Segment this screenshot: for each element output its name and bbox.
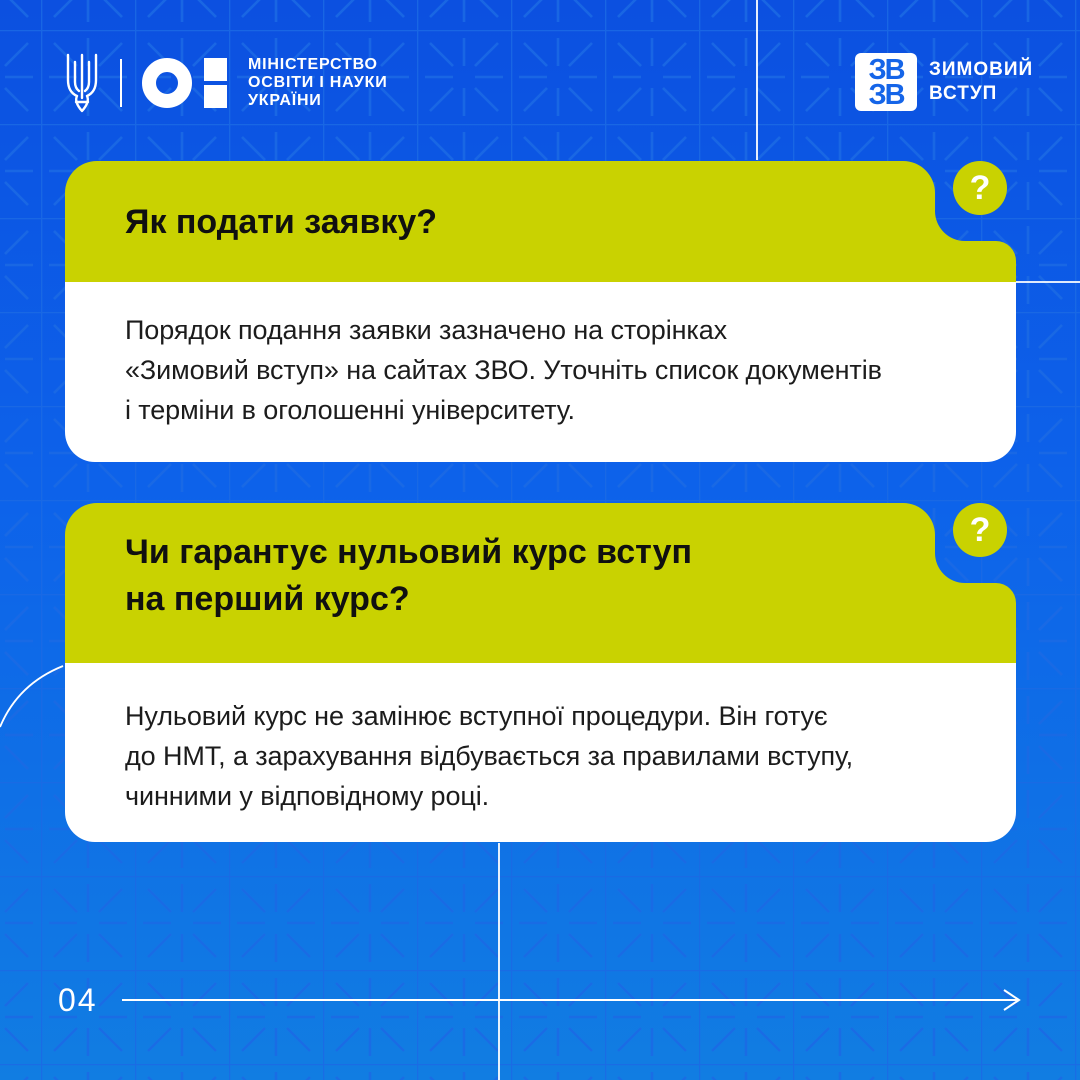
question-mark-badge: ? [953, 503, 1007, 557]
page-number: 04 [58, 982, 98, 1018]
svg-text:ЗВ: ЗВ [868, 54, 904, 86]
winter-admission-name: ЗИМОВИЙ ВСТУП [929, 58, 1033, 106]
ministry-name-line: МІНІСТЕРСТВО [248, 56, 378, 73]
mon-logomark-circle [142, 58, 192, 108]
faq-card: Як подати заявку? ? Порядок подання заяв… [65, 161, 1016, 462]
question-title: Як подати заявку? [125, 203, 438, 241]
question-mark-badge: ? [953, 161, 1007, 215]
answer-panel: Нульовий курс не замінює вступної процед… [65, 663, 1016, 842]
answer-panel: Порядок подання заявки зазначено на стор… [65, 282, 1016, 462]
trident-icon [66, 53, 98, 113]
winter-admission-line: ВСТУП [929, 83, 998, 104]
question-title: Чи гарантує нульовий курс вступ на перши… [125, 533, 693, 618]
ministry-name-line: ОСВІТИ І НАУКИ [248, 74, 388, 91]
ministry-name: МІНІСТЕРСТВО ОСВІТИ І НАУКИ УКРАЇНИ [248, 56, 388, 110]
ministry-logo: МІНІСТЕРСТВО ОСВІТИ І НАУКИ УКРАЇНИ [63, 52, 388, 114]
answer-text: Нульовий курс не замінює вступної процед… [125, 701, 854, 811]
winter-admission-logo: ЗВ ЗВ ЗИМОВИЙ ВСТУП [855, 53, 1033, 111]
faq-card: Чи гарантує нульовий курс вступ на перши… [65, 503, 1016, 842]
zv-monogram-icon: ЗВ ЗВ [855, 53, 917, 111]
answer-text: Порядок подання заявки зазначено на стор… [125, 315, 882, 425]
ministry-name-line: УКРАЇНИ [248, 92, 322, 109]
svg-text:ЗВ: ЗВ [868, 79, 904, 111]
winter-admission-line: ЗИМОВИЙ [929, 59, 1034, 80]
card-header-shape [65, 503, 1016, 663]
brand-divider [120, 59, 122, 107]
mon-logomark-colon [204, 58, 227, 108]
card-header-shape [65, 161, 1016, 282]
